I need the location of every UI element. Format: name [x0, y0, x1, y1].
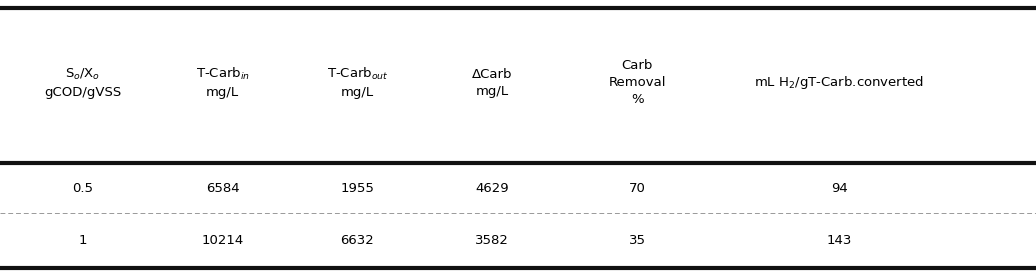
Text: 70: 70 — [629, 182, 645, 195]
Text: 1955: 1955 — [341, 182, 374, 195]
Text: 4629: 4629 — [476, 182, 509, 195]
Text: 1: 1 — [79, 234, 87, 247]
Text: 35: 35 — [629, 234, 645, 247]
Text: 6584: 6584 — [206, 182, 239, 195]
Text: 0.5: 0.5 — [73, 182, 93, 195]
Text: 6632: 6632 — [341, 234, 374, 247]
Text: 143: 143 — [827, 234, 852, 247]
Text: ΔCarb
mg/L: ΔCarb mg/L — [471, 68, 513, 98]
Text: 10214: 10214 — [202, 234, 243, 247]
Text: mL H$_2$/gT-Carb.converted: mL H$_2$/gT-Carb.converted — [754, 74, 924, 91]
Text: T-Carb$_{in}$
mg/L: T-Carb$_{in}$ mg/L — [196, 66, 250, 99]
Text: T-Carb$_{out}$
mg/L: T-Carb$_{out}$ mg/L — [326, 66, 388, 99]
Text: Carb
Removal
%: Carb Removal % — [608, 59, 666, 106]
Text: 94: 94 — [831, 182, 847, 195]
Text: S$_o$/X$_o$
gCOD/gVSS: S$_o$/X$_o$ gCOD/gVSS — [45, 67, 121, 99]
Text: 3582: 3582 — [476, 234, 509, 247]
